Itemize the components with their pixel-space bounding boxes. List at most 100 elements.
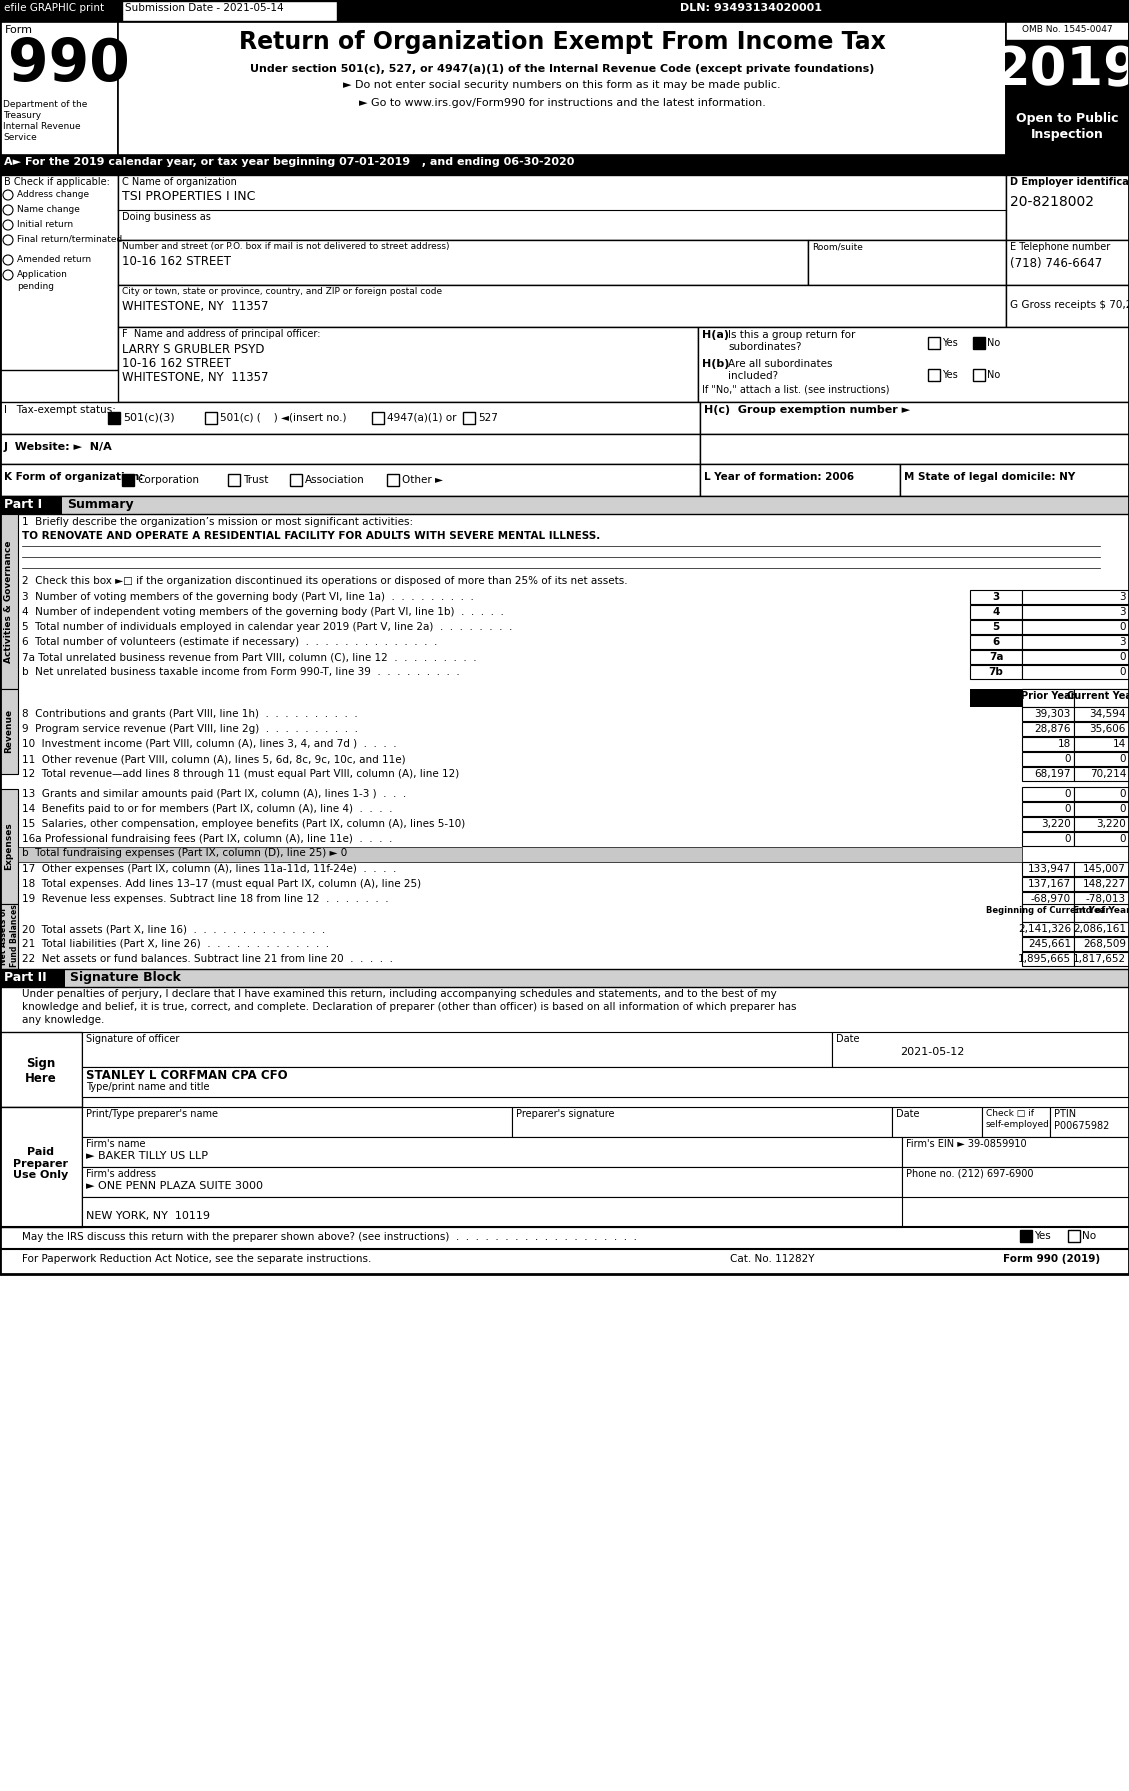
Text: Under penalties of perjury, I declare that I have examined this return, includin: Under penalties of perjury, I declare th… bbox=[21, 989, 777, 999]
Text: 1,895,665: 1,895,665 bbox=[1018, 955, 1071, 964]
Text: I   Tax-exempt status:: I Tax-exempt status: bbox=[5, 405, 116, 416]
Bar bbox=[1022, 833, 1074, 845]
Text: Are all subordinates: Are all subordinates bbox=[728, 358, 832, 369]
Text: A► For the 2019 calendar year, or tax year beginning 07-01-2019   , and ending 0: A► For the 2019 calendar year, or tax ye… bbox=[5, 158, 575, 167]
Text: 20-8218002: 20-8218002 bbox=[1010, 195, 1094, 210]
Bar bbox=[1022, 620, 1129, 634]
Text: Firm's address: Firm's address bbox=[86, 1170, 156, 1178]
Text: Phone no. (212) 697-6900: Phone no. (212) 697-6900 bbox=[905, 1170, 1033, 1178]
Bar bbox=[1068, 1230, 1080, 1241]
Bar bbox=[1006, 21, 1129, 156]
Bar bbox=[970, 636, 1022, 648]
Text: Is this a group return for: Is this a group return for bbox=[728, 330, 856, 340]
Bar bbox=[1074, 937, 1129, 951]
Bar bbox=[970, 605, 1022, 620]
Text: 3  Number of voting members of the governing body (Part VI, line 1a)  .  .  .  .: 3 Number of voting members of the govern… bbox=[21, 593, 474, 602]
Text: Doing business as: Doing business as bbox=[122, 211, 211, 222]
Bar bbox=[700, 401, 1129, 433]
Text: Other ►: Other ► bbox=[402, 475, 443, 485]
Text: 3,220: 3,220 bbox=[1096, 818, 1126, 829]
Text: Inspection: Inspection bbox=[1031, 127, 1103, 141]
Bar bbox=[0, 969, 65, 987]
Text: For Paperwork Reduction Act Notice, see the separate instructions.: For Paperwork Reduction Act Notice, see … bbox=[21, 1254, 371, 1264]
Text: Part I: Part I bbox=[5, 498, 42, 510]
Bar bbox=[1022, 904, 1074, 922]
Bar bbox=[1074, 922, 1129, 937]
Text: 35,606: 35,606 bbox=[1089, 724, 1126, 734]
Text: 3: 3 bbox=[1119, 593, 1126, 602]
Bar bbox=[0, 496, 1129, 514]
Text: WHITESTONE, NY  11357: WHITESTONE, NY 11357 bbox=[122, 301, 269, 313]
Text: Corporation: Corporation bbox=[137, 475, 199, 485]
Bar bbox=[1074, 752, 1129, 767]
Bar bbox=[970, 650, 1022, 664]
Bar bbox=[1022, 786, 1074, 801]
Text: 268,509: 268,509 bbox=[1083, 938, 1126, 949]
Bar bbox=[1074, 904, 1129, 922]
Text: 3: 3 bbox=[1119, 607, 1126, 618]
Text: Address change: Address change bbox=[17, 190, 89, 199]
Bar bbox=[0, 433, 700, 464]
Text: 68,197: 68,197 bbox=[1034, 768, 1071, 779]
Bar bbox=[1022, 861, 1074, 876]
Bar bbox=[0, 969, 1129, 987]
Bar bbox=[1006, 176, 1129, 240]
Bar bbox=[1022, 650, 1129, 664]
Text: Initial return: Initial return bbox=[17, 220, 73, 229]
Text: No: No bbox=[987, 371, 1000, 380]
Text: 4: 4 bbox=[992, 607, 999, 618]
Bar bbox=[1006, 39, 1129, 106]
Text: Check □ if: Check □ if bbox=[986, 1109, 1034, 1118]
Text: self-employed: self-employed bbox=[986, 1119, 1050, 1128]
Bar bbox=[1006, 106, 1129, 177]
Text: NEW YORK, NY  10119: NEW YORK, NY 10119 bbox=[86, 1211, 210, 1221]
Text: 0: 0 bbox=[1120, 835, 1126, 844]
Bar bbox=[1022, 690, 1129, 707]
Text: pending: pending bbox=[17, 281, 54, 290]
Text: Activities & Governance: Activities & Governance bbox=[5, 541, 14, 663]
Text: Open to Public: Open to Public bbox=[1016, 113, 1118, 125]
Bar bbox=[82, 1137, 902, 1168]
Text: Yes: Yes bbox=[1034, 1230, 1051, 1241]
Text: Number and street (or P.O. box if mail is not delivered to street address): Number and street (or P.O. box if mail i… bbox=[122, 242, 449, 251]
Bar bbox=[700, 433, 1129, 464]
Text: If "No," attach a list. (see instructions): If "No," attach a list. (see instruction… bbox=[702, 385, 890, 396]
Bar bbox=[0, 0, 1129, 1273]
Text: Beginning of Current Year: Beginning of Current Year bbox=[987, 906, 1110, 915]
Bar bbox=[1074, 707, 1129, 722]
Text: 1  Briefly describe the organization’s mission or most significant activities:: 1 Briefly describe the organization’s mi… bbox=[21, 518, 413, 527]
Text: any knowledge.: any knowledge. bbox=[21, 1015, 104, 1024]
Text: 0: 0 bbox=[1120, 790, 1126, 799]
Text: Name change: Name change bbox=[17, 204, 80, 213]
Bar bbox=[463, 412, 475, 424]
Bar bbox=[1022, 738, 1074, 750]
Text: 5: 5 bbox=[992, 621, 999, 632]
Text: 2,141,326: 2,141,326 bbox=[1018, 924, 1071, 933]
Bar bbox=[1022, 892, 1074, 906]
Text: Return of Organization Exempt From Income Tax: Return of Organization Exempt From Incom… bbox=[238, 30, 885, 54]
Text: Net Assets or
Fund Balances: Net Assets or Fund Balances bbox=[0, 904, 19, 967]
Text: TSI PROPERTIES I INC: TSI PROPERTIES I INC bbox=[122, 190, 255, 202]
Text: 14: 14 bbox=[1113, 740, 1126, 749]
Text: ► Go to www.irs.gov/Form990 for instructions and the latest information.: ► Go to www.irs.gov/Form990 for instruct… bbox=[359, 99, 765, 107]
Text: P00675982: P00675982 bbox=[1054, 1121, 1110, 1130]
Text: Preparer's signature: Preparer's signature bbox=[516, 1109, 614, 1119]
Text: 18: 18 bbox=[1058, 740, 1071, 749]
Bar bbox=[700, 464, 900, 496]
Text: 0: 0 bbox=[1120, 666, 1126, 677]
Bar bbox=[1074, 690, 1129, 707]
Bar bbox=[371, 412, 384, 424]
Text: F  Name and address of principal officer:: F Name and address of principal officer: bbox=[122, 330, 321, 338]
Text: 39,303: 39,303 bbox=[1034, 709, 1071, 718]
Text: 13  Grants and similar amounts paid (Part IX, column (A), lines 1-3 )  .  .  .: 13 Grants and similar amounts paid (Part… bbox=[21, 790, 406, 799]
Text: Room/suite: Room/suite bbox=[812, 242, 863, 251]
Text: Form: Form bbox=[5, 25, 33, 36]
Bar bbox=[122, 2, 336, 21]
Bar bbox=[970, 690, 1022, 707]
Text: subordinates?: subordinates? bbox=[728, 342, 802, 353]
Text: 0: 0 bbox=[1065, 835, 1071, 844]
Text: 501(c) (    ) ◄(insert no.): 501(c) ( ) ◄(insert no.) bbox=[220, 414, 347, 423]
Text: 34,594: 34,594 bbox=[1089, 709, 1126, 718]
Text: 145,007: 145,007 bbox=[1083, 863, 1126, 874]
Bar bbox=[1022, 722, 1074, 736]
